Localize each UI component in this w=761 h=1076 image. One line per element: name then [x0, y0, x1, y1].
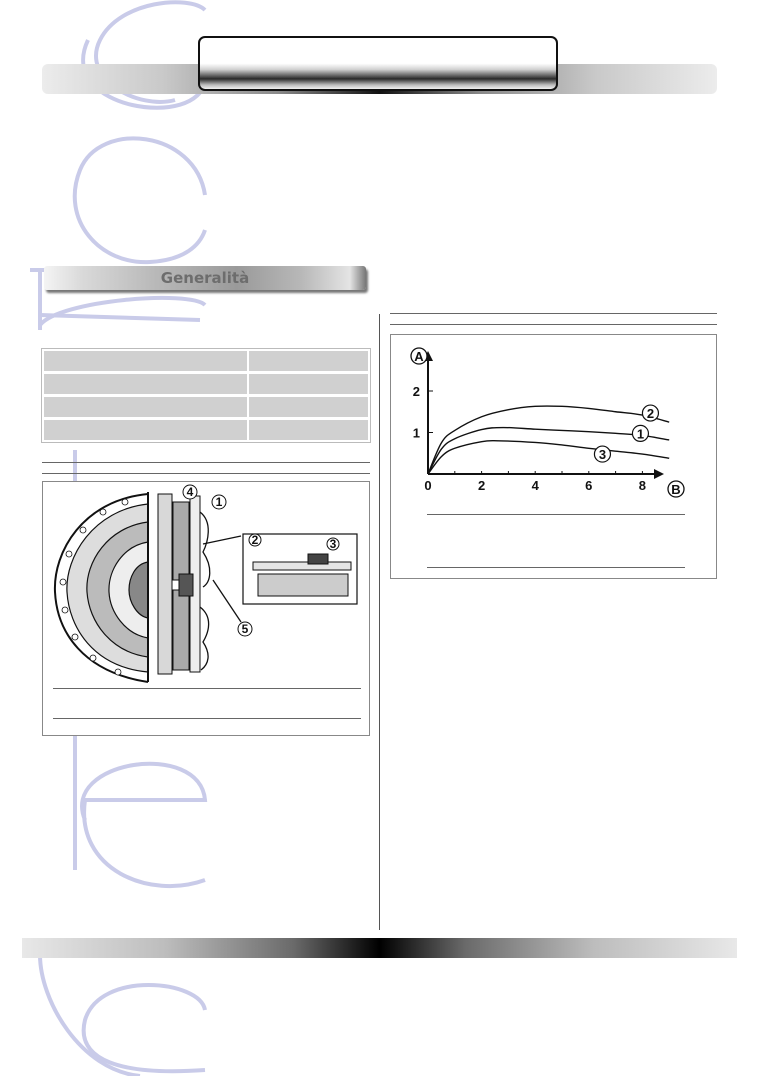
series-line-1: [427, 426, 670, 475]
series-label-text: 2: [647, 406, 654, 421]
hub-block: [178, 573, 194, 597]
table-row: [44, 420, 368, 440]
column-divider: [379, 314, 380, 930]
diaphragm-spring-upper: [199, 511, 211, 588]
section-title: Generalità: [160, 269, 250, 287]
callout-2: 2: [248, 533, 262, 547]
x-tick-label: 4: [532, 478, 540, 493]
header-title-box: [198, 36, 558, 91]
footer-gradient-bar: [22, 938, 737, 958]
detail-base: [257, 573, 349, 597]
y-tick-label: 2: [413, 384, 420, 399]
x-axis-arrow: [654, 469, 664, 479]
series-label-1: 1: [631, 424, 650, 443]
series-line-3: [427, 439, 670, 475]
x-axis-badge-label: B: [671, 482, 680, 497]
table-row: [44, 374, 368, 394]
x-tick-label: 6: [585, 478, 592, 493]
clutch-diagram: 4 1 2 3 5: [53, 484, 358, 683]
table-column-separator: [247, 349, 249, 442]
detail-bar: [252, 561, 352, 571]
caption-rule-bottom: [53, 718, 361, 719]
right-column-rule-bottom: [390, 324, 717, 325]
callout-1: 1: [211, 494, 227, 510]
chart-caption-rule-top: [427, 514, 685, 515]
flywheel-section: [157, 493, 173, 675]
leader-line-5: [212, 579, 242, 623]
series-label-text: 3: [599, 447, 606, 462]
y-tick-label: 1: [413, 426, 420, 441]
svg-text:2: 2: [252, 533, 259, 547]
series-line-2: [427, 405, 670, 475]
svg-text:1: 1: [216, 495, 223, 509]
y-axis-badge: A: [410, 347, 428, 365]
caption-rule-top: [53, 688, 361, 689]
svg-text:3: 3: [330, 537, 337, 551]
section-header: Generalità: [44, 266, 366, 290]
leader-line-enlarged: [202, 535, 242, 545]
x-axis-badge: B: [667, 480, 685, 498]
pressure-plate-lower: [172, 589, 190, 671]
callout-5: 5: [237, 621, 253, 637]
table-row: [44, 351, 368, 371]
spec-table: [41, 348, 371, 443]
clutch-figure-frame: 4 1 2 3 5: [42, 481, 370, 736]
right-column-rule-top: [390, 313, 717, 314]
callout-4: 4: [182, 484, 198, 500]
table-row: [44, 397, 368, 417]
clutch-disc-hub: [128, 561, 149, 619]
detail-spring: [307, 553, 329, 565]
x-tick-label: 0: [424, 478, 431, 493]
pressure-plate-upper: [172, 501, 190, 581]
diaphragm-spring-lower: [199, 606, 210, 671]
clutch-disc-outer: [53, 493, 149, 683]
y-axis-badge-label: A: [414, 349, 424, 364]
chart-caption-rule-bottom: [427, 567, 685, 568]
series-label-2: 2: [641, 404, 660, 422]
figure-rule-bottom: [42, 473, 370, 474]
svg-text:5: 5: [242, 622, 249, 636]
callout-3: 3: [326, 537, 340, 551]
series-label-text: 1: [637, 426, 644, 441]
x-tick-label: 2: [478, 478, 485, 493]
svg-text:4: 4: [187, 485, 194, 499]
figure-rule-top: [42, 462, 370, 463]
x-tick-label: 8: [639, 478, 646, 493]
series-label-3: 3: [593, 445, 612, 463]
